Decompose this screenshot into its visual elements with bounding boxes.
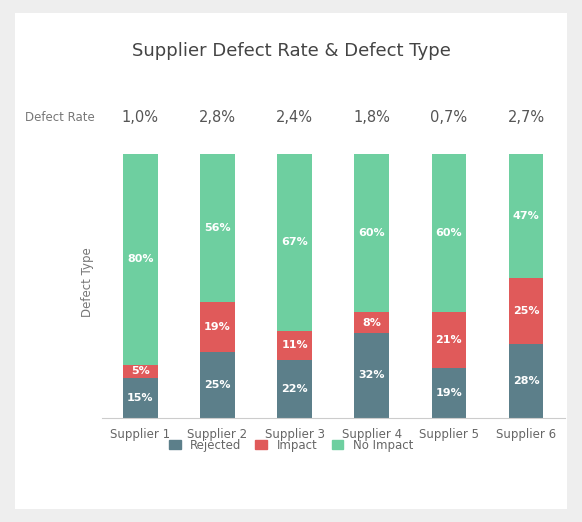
Bar: [354, 312, 389, 333]
Bar: [200, 302, 235, 352]
Bar: [123, 365, 158, 378]
Text: Defect Rate: Defect Rate: [25, 111, 95, 124]
Bar: [200, 352, 235, 418]
Text: 2,8%: 2,8%: [199, 110, 236, 125]
Text: 19%: 19%: [435, 387, 462, 398]
Text: 15%: 15%: [127, 393, 154, 403]
Y-axis label: Defect Type: Defect Type: [80, 247, 94, 317]
Bar: [277, 154, 312, 330]
Bar: [277, 330, 312, 360]
Bar: [509, 154, 544, 278]
Text: 21%: 21%: [435, 335, 462, 345]
Text: 60%: 60%: [359, 228, 385, 238]
Bar: [431, 312, 466, 367]
Text: 2,4%: 2,4%: [276, 110, 313, 125]
Text: Supplier Defect Rate & Defect Type: Supplier Defect Rate & Defect Type: [132, 42, 450, 60]
Text: 32%: 32%: [359, 371, 385, 381]
Text: 67%: 67%: [281, 238, 308, 247]
Text: 11%: 11%: [281, 340, 308, 350]
Bar: [509, 278, 544, 344]
Bar: [200, 154, 235, 302]
Bar: [431, 154, 466, 312]
Text: 25%: 25%: [513, 306, 540, 316]
Text: 0,7%: 0,7%: [430, 110, 467, 125]
Bar: [431, 367, 466, 418]
Legend: Rejected, Impact, No Impact: Rejected, Impact, No Impact: [164, 434, 418, 456]
Bar: [354, 333, 389, 418]
Bar: [123, 154, 158, 365]
Text: 1,0%: 1,0%: [122, 110, 159, 125]
Text: 22%: 22%: [281, 384, 308, 394]
Text: 80%: 80%: [127, 255, 154, 265]
Text: 60%: 60%: [435, 228, 462, 238]
Text: 47%: 47%: [513, 211, 540, 221]
Bar: [354, 154, 389, 312]
Text: 25%: 25%: [204, 379, 231, 389]
Text: 8%: 8%: [363, 318, 381, 328]
Bar: [509, 344, 544, 418]
Text: 19%: 19%: [204, 322, 231, 331]
Bar: [123, 378, 158, 418]
Text: 1,8%: 1,8%: [353, 110, 390, 125]
Text: 56%: 56%: [204, 223, 231, 233]
Bar: [277, 360, 312, 418]
Text: 5%: 5%: [131, 366, 150, 376]
Text: 2,7%: 2,7%: [508, 110, 545, 125]
Text: 28%: 28%: [513, 376, 540, 386]
